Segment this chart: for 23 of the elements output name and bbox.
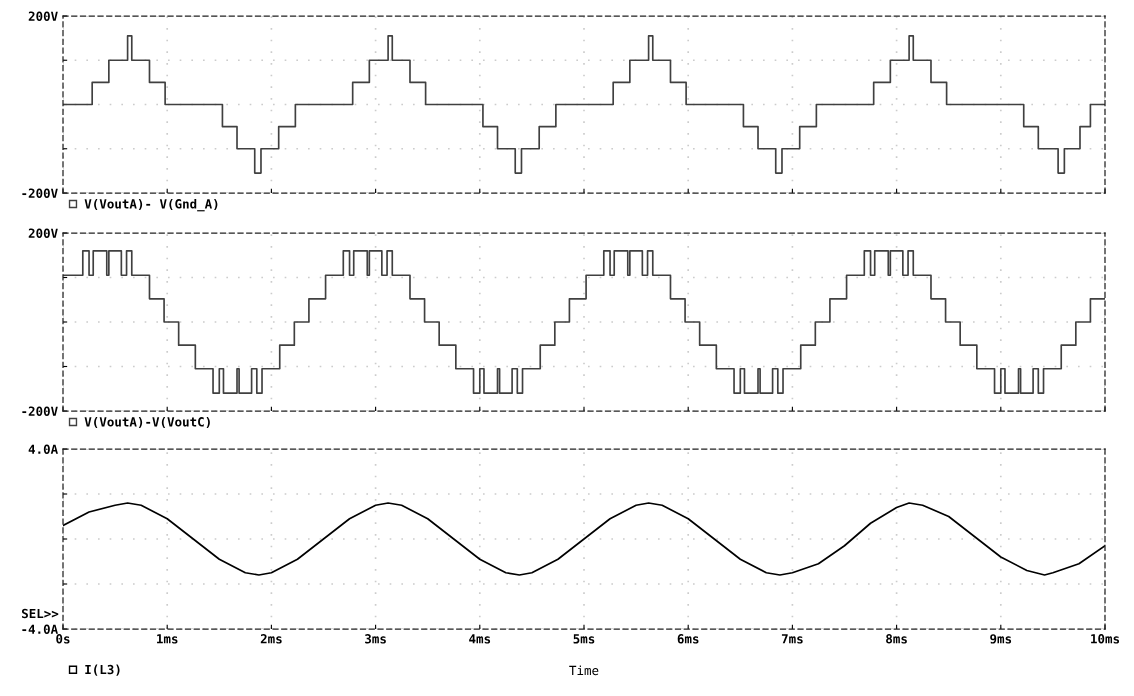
- line-series: [63, 502, 1105, 576]
- x-axis-title: Time: [569, 665, 599, 676]
- x-tick-label: 6ms: [677, 634, 699, 644]
- x-tick-label: 3ms: [365, 634, 386, 644]
- legend-label: V(VoutA)-V(VoutC): [84, 416, 210, 429]
- x-tick-label: 0s: [56, 634, 70, 644]
- x-tick-label: 5ms: [573, 634, 595, 644]
- text: SEL>>: [21, 608, 59, 619]
- x-tick-label: 2ms: [260, 634, 282, 644]
- y-tick-label: -200V: [22, 406, 58, 416]
- y-tick-label: 4.0A: [28, 444, 58, 454]
- x-tick-label: 9ms: [990, 634, 1012, 644]
- y-tick-label: 200V: [28, 228, 58, 238]
- x-tick-label: 10ms: [1091, 634, 1120, 644]
- y-tick-label: -4.0A: [22, 624, 58, 634]
- x-tick-label: 1ms: [157, 634, 178, 644]
- x-tick-label: 7ms: [781, 634, 803, 644]
- legend-label: V(VoutA)- V(Gnd_A): [84, 198, 218, 212]
- x-tick-label: 8ms: [886, 634, 907, 644]
- y-tick-label: 200V: [28, 11, 58, 21]
- y-tick-label: -200V: [22, 188, 58, 198]
- x-tick-label: 4ms: [469, 634, 491, 644]
- legend-label: I(L3): [85, 664, 120, 676]
